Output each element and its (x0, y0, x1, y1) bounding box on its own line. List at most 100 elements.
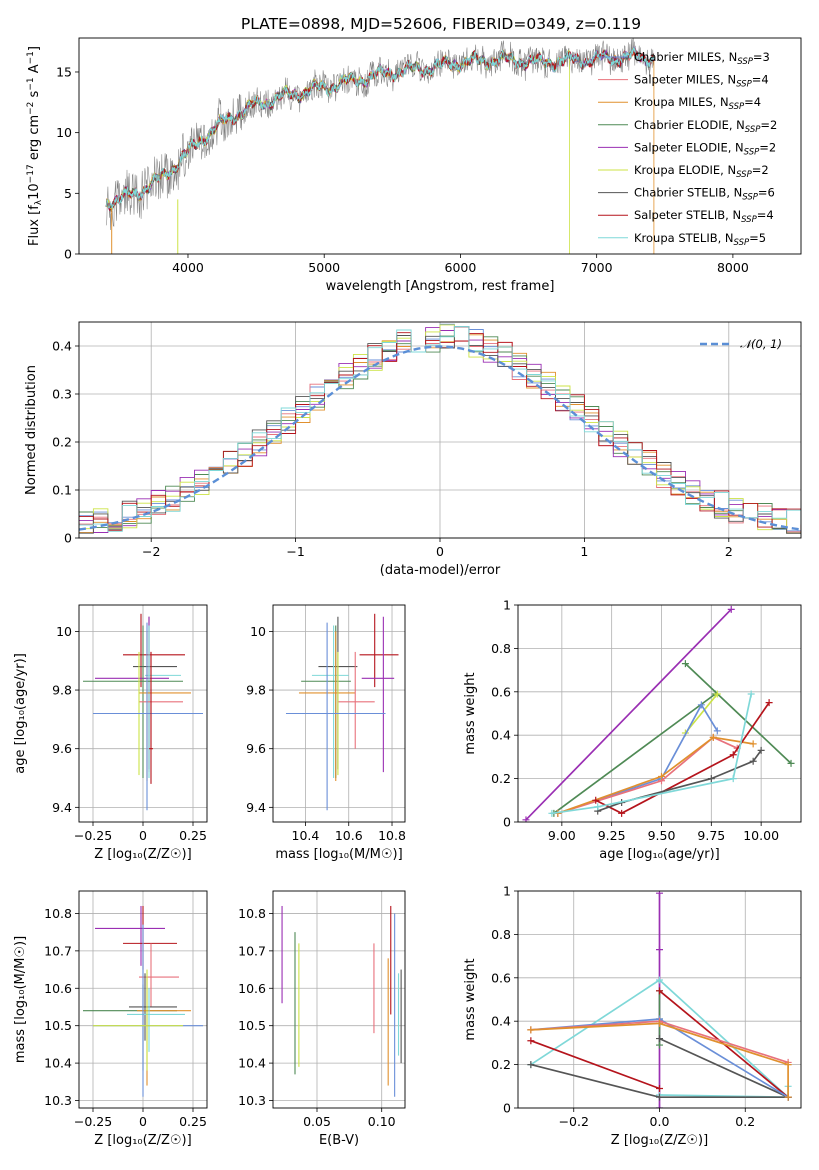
weight_vs_Z-ytick-label: 0 (503, 1101, 511, 1116)
ylabel-part: λ (34, 199, 44, 205)
mass_vs_Z-ytick-label: 10.3 (44, 1093, 72, 1108)
legend-entry: Kroupa MILES, NSSP=4 (634, 95, 761, 112)
weight_vs_Z-plot-area (527, 891, 792, 1108)
legend-sub: SSP (742, 193, 758, 203)
weight_vs_Z-marker (784, 1093, 792, 1101)
weight_vs_Z-marker (656, 891, 663, 897)
weight_vs_age-marker (618, 809, 626, 817)
mass_vs_Z-ytick-label: 10.5 (44, 1018, 72, 1033)
age_vs_Z-ytick-label: 10 (56, 624, 72, 639)
spectrum-plot-area (105, 38, 655, 254)
age_vs_Z-ylabel: age [log₁₀(age/yr)] (13, 653, 28, 774)
mass_vs_ebv-xtick-label: 0.10 (368, 1114, 396, 1129)
weight_vs_Z-marker (527, 1061, 535, 1069)
weight_vs_Z-xtick-label: 0.2 (735, 1114, 755, 1129)
weight_vs_Z-xlabel: Z [log₁₀(Z/Z☉)] (611, 1133, 708, 1148)
weight_vs_Z-marker (656, 1019, 663, 1027)
weight_vs_Z-marker (656, 1035, 663, 1043)
legend-tail: =2 (760, 118, 777, 132)
age_vs_Z-ytick-label: 9.8 (52, 683, 72, 698)
age_vs_Z-frame (78, 604, 208, 823)
figure-title: PLATE=0898, MJD=52606, FIBERID=0349, z=0… (241, 15, 641, 33)
weight_vs_age-marker (522, 816, 530, 822)
mass_vs_ebv-panel: 0.05 0.10 10.3 10.4 10.5 10.6 10.7 10.8 E(B-V) (238, 890, 406, 1148)
legend-label: Salpeter STELIB, N (634, 208, 741, 222)
mass_vs_Z-ytick-label: 10.4 (44, 1056, 72, 1071)
weight_vs_age-ytick-label: 0 (503, 815, 511, 830)
mass_vs_ebv-plot-area (281, 905, 402, 1097)
residuals-ytick-label: 0.2 (52, 435, 72, 450)
legend-label: Chabrier STELIB, N (634, 186, 742, 200)
spectrum-xtick-label: 8000 (717, 260, 749, 275)
weight_vs_age-marker (787, 759, 795, 767)
age_vs_Z-plot-area (83, 613, 203, 811)
ylabel-part: −17 (26, 164, 36, 183)
legend-sub: SSP (729, 102, 745, 112)
legend-label: Chabrier ELODIE, N (634, 118, 745, 132)
ylabel-part: Flux [f (27, 205, 42, 246)
legend-sub: SSP (744, 147, 760, 157)
weight_vs_age-marker (594, 803, 602, 811)
gaussian-curve (79, 345, 801, 531)
residuals-ytick-label: 0.4 (52, 339, 72, 354)
age_vs_mass-ytick-label: 10 (250, 624, 266, 639)
weight_vs_age-marker (747, 690, 755, 698)
weight_vs_age-plot-area (522, 605, 795, 822)
ylabel-part: A (27, 64, 42, 77)
mass_vs_Z-ytick-label: 10.6 (44, 981, 72, 996)
weight_vs_age-frame (517, 604, 802, 823)
weight_vs_Z-marker (656, 1104, 663, 1108)
legend-entry: Kroupa ELODIE, NSSP=2 (634, 163, 769, 180)
weight_vs_age-ytick-label: 0.4 (491, 728, 511, 743)
age_vs_Z-ytick-label: 9.4 (52, 800, 72, 815)
legend-entry: Kroupa STELIB, NSSP=5 (634, 231, 766, 248)
spectrum-panel: 4000 5000 6000 7000 8000 0 5 10 15 wavelength [An… (26, 37, 802, 294)
mass_vs_ebv-ytick-label: 10.8 (238, 906, 266, 921)
mass_vs_ebv-ytick-label: 10.6 (238, 981, 266, 996)
age_vs_Z-panel: −0.25 0 0.25 9.4 9.6 9.8 10 Z [log₁₀(Z/Z☉)] age … (13, 604, 208, 862)
weight_vs_Z-xtick-label: 0.0 (650, 1114, 670, 1129)
weight_vs_age-ylabel: mass weight (463, 672, 478, 754)
mass_vs_Z-plot-area (83, 905, 203, 1097)
weight_vs_age-marker (713, 727, 721, 735)
mass_vs_ebv-ytick-label: 10.3 (238, 1093, 266, 1108)
age_vs_mass-ytick-label: 9.6 (246, 741, 266, 756)
weight_vs_age-line-salpeter_miles (557, 736, 738, 815)
weight_vs_Z-ytick-label: 0.6 (491, 970, 511, 985)
residuals-ylabel: Normed distribution (24, 365, 39, 495)
weight_vs_age-marker (709, 733, 717, 741)
age_vs_mass-panel: 10.4 10.6 10.8 9.4 9.6 9.8 10 mass [log₁₀(M/M☉)… (246, 604, 406, 862)
weight_vs_age-marker (729, 751, 737, 759)
mass_vs_Z-ytick-label: 10.8 (44, 906, 72, 921)
ylabel-part: 10 (27, 183, 42, 200)
weight_vs_age-line-chabrier_elodie (553, 693, 716, 814)
weight_vs_Z-ylabel: mass weight (463, 958, 478, 1040)
spectrum-model-kroupa_stelib (105, 47, 655, 211)
legend-tail: =4 (757, 208, 774, 222)
mass_vs_ebv-ytick-label: 10.7 (238, 943, 266, 958)
legend-tail: =2 (759, 140, 776, 154)
weight_vs_age-line-kroupa_stelib (551, 693, 753, 815)
ylabel-part: erg cm (27, 115, 42, 164)
weight_vs_Z-frame (517, 890, 802, 1109)
legend-entry: Chabrier STELIB, NSSP=6 (634, 186, 775, 203)
age_vs_Z-xtick-label: 0 (139, 828, 147, 843)
weight_vs_Z-xtick-label: −0.2 (559, 1114, 589, 1129)
ylabel-part: −1 (26, 51, 36, 64)
legend-label: Chabrier MILES, N (634, 50, 737, 64)
weight_vs_Z-line-salpeter_stelib (530, 1039, 660, 1090)
legend-entry: Salpeter MILES, NSSP=4 (634, 73, 769, 90)
weight_vs_age-marker (713, 690, 721, 698)
spectrum-xtick-label: 6000 (445, 260, 477, 275)
weight_vs_Z-marker (527, 1026, 535, 1034)
residuals-ytick-label: 0.3 (52, 387, 72, 402)
legend-tail: =5 (749, 231, 766, 245)
mass_vs_Z-frame (78, 890, 208, 1109)
residuals-xtick-label: 0 (436, 544, 444, 559)
weight_vs_age-marker (707, 775, 715, 783)
spectrum-ytick-label: 0 (64, 247, 72, 262)
legend-label: Salpeter MILES, N (634, 73, 736, 87)
weight_vs_Z-marker (656, 976, 663, 984)
residuals-xlabel: (data-model)/error (380, 563, 501, 578)
